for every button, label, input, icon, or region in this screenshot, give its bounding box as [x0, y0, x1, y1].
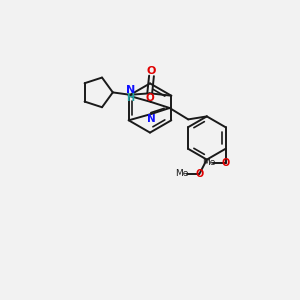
Text: H: H	[126, 93, 134, 103]
Text: N: N	[126, 85, 135, 95]
Text: Me: Me	[176, 169, 189, 178]
Text: O: O	[146, 93, 155, 103]
Text: N: N	[147, 114, 156, 124]
Text: O: O	[195, 169, 203, 179]
Text: O: O	[221, 158, 230, 168]
Text: O: O	[147, 66, 156, 76]
Text: Me: Me	[202, 158, 215, 167]
